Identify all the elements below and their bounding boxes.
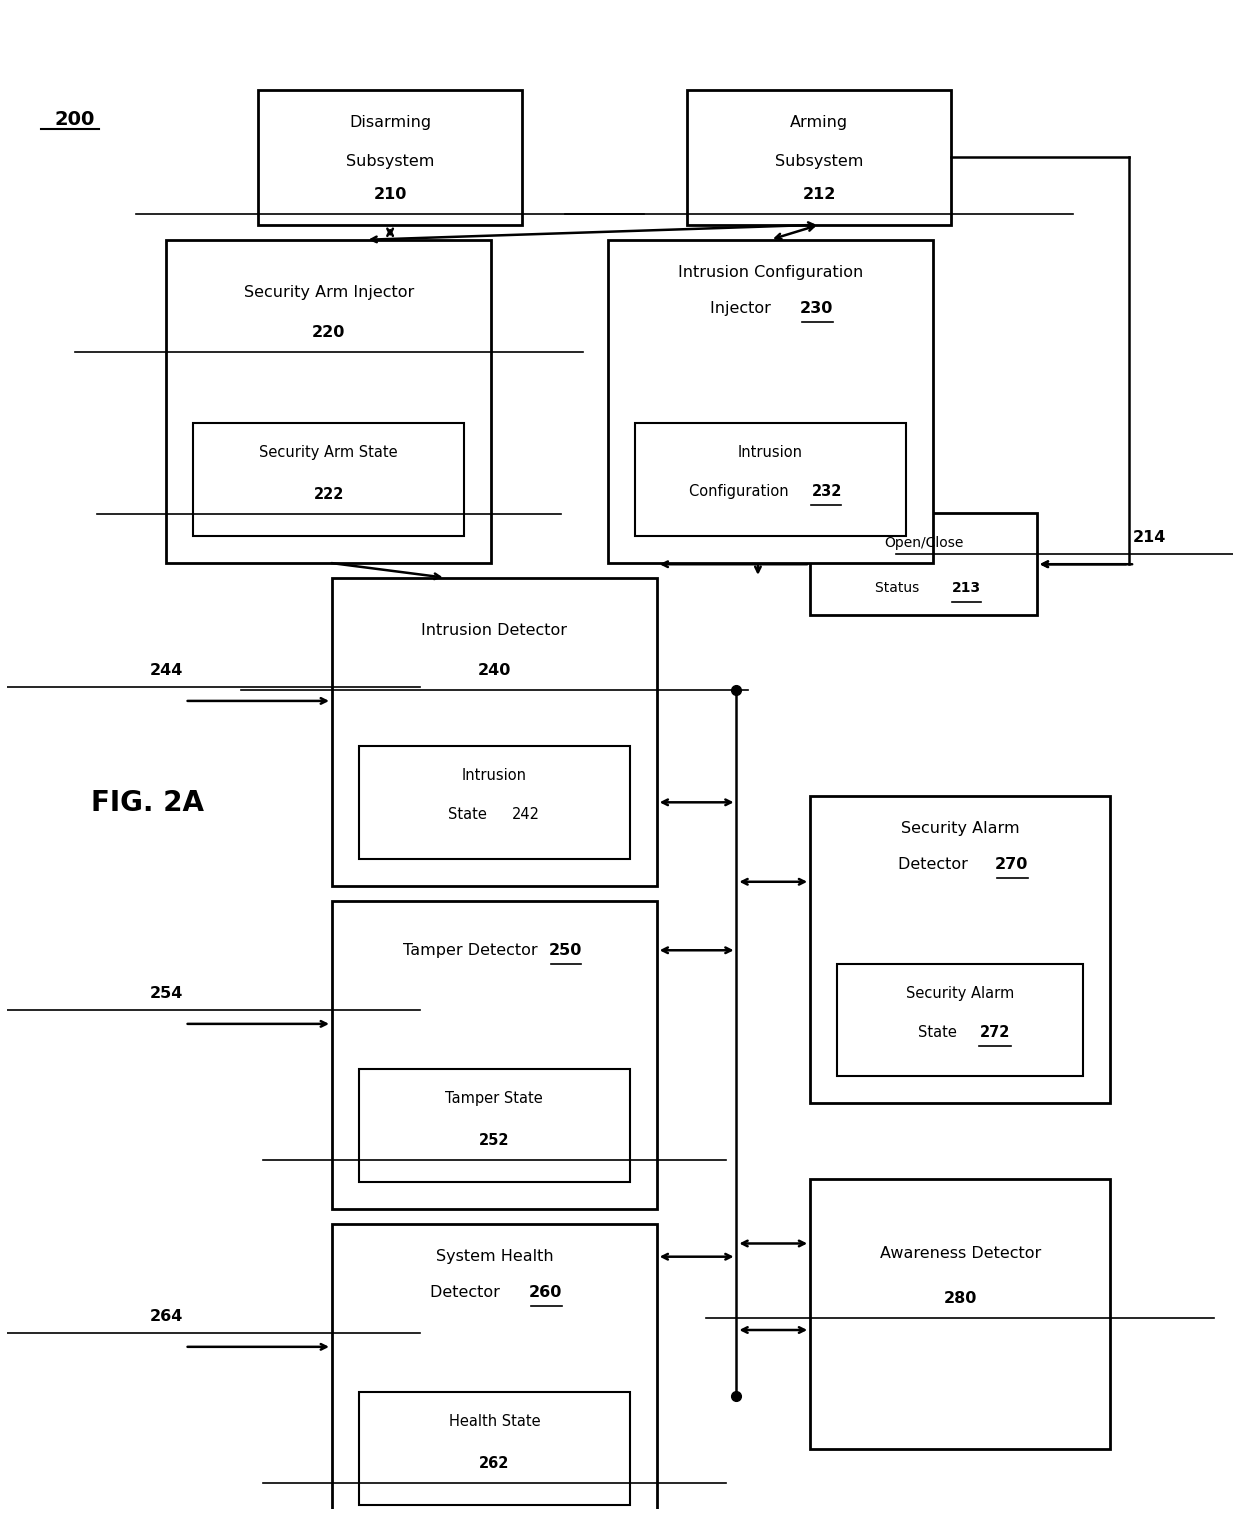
Text: 240: 240 bbox=[477, 664, 511, 678]
Text: Security Arm State: Security Arm State bbox=[259, 444, 398, 459]
Text: Status: Status bbox=[875, 581, 928, 596]
Text: 272: 272 bbox=[980, 1025, 1009, 1040]
Text: 254: 254 bbox=[150, 987, 184, 1002]
Bar bbox=[810, 1178, 1111, 1449]
Bar bbox=[687, 89, 951, 224]
Text: Configuration: Configuration bbox=[688, 484, 797, 499]
Bar bbox=[332, 578, 657, 885]
Text: 260: 260 bbox=[529, 1286, 563, 1301]
Text: State: State bbox=[448, 807, 496, 822]
Text: Security Arm Injector: Security Arm Injector bbox=[244, 285, 414, 300]
Text: Subsystem: Subsystem bbox=[346, 155, 434, 170]
Text: 222: 222 bbox=[314, 487, 343, 502]
Text: Injector: Injector bbox=[711, 302, 781, 317]
Text: 232: 232 bbox=[811, 484, 842, 499]
Bar bbox=[635, 423, 905, 535]
Text: 212: 212 bbox=[802, 186, 836, 202]
Text: Intrusion: Intrusion bbox=[461, 767, 527, 782]
Text: Intrusion Detector: Intrusion Detector bbox=[422, 623, 568, 638]
Bar bbox=[332, 1223, 657, 1516]
Text: Intrusion: Intrusion bbox=[738, 444, 802, 459]
Bar bbox=[193, 423, 464, 535]
Text: Detector: Detector bbox=[898, 857, 978, 872]
Text: Security Alarm: Security Alarm bbox=[901, 822, 1019, 837]
Text: 270: 270 bbox=[994, 857, 1028, 872]
Text: 242: 242 bbox=[512, 807, 541, 822]
Bar bbox=[358, 746, 630, 858]
Bar bbox=[810, 512, 1037, 615]
Text: Security Alarm: Security Alarm bbox=[906, 985, 1014, 1001]
Text: 230: 230 bbox=[800, 302, 833, 317]
Bar bbox=[608, 240, 932, 562]
Text: System Health: System Health bbox=[435, 1249, 553, 1264]
Bar bbox=[166, 240, 491, 562]
Text: Intrusion Configuration: Intrusion Configuration bbox=[677, 265, 863, 280]
Text: Tamper Detector: Tamper Detector bbox=[403, 943, 548, 958]
Text: 213: 213 bbox=[952, 581, 981, 596]
Text: 264: 264 bbox=[150, 1310, 184, 1325]
Text: Disarming: Disarming bbox=[348, 115, 432, 130]
Text: Detector: Detector bbox=[430, 1286, 510, 1301]
Text: 200: 200 bbox=[55, 111, 94, 129]
Text: 262: 262 bbox=[479, 1455, 510, 1471]
Text: 214: 214 bbox=[1133, 529, 1167, 544]
Text: Awareness Detector: Awareness Detector bbox=[879, 1246, 1040, 1261]
Text: FIG. 2A: FIG. 2A bbox=[92, 788, 205, 817]
Bar bbox=[810, 796, 1111, 1104]
Text: Subsystem: Subsystem bbox=[775, 155, 863, 170]
Text: 244: 244 bbox=[150, 664, 184, 678]
Text: State: State bbox=[918, 1025, 966, 1040]
Text: 280: 280 bbox=[944, 1292, 977, 1307]
Bar bbox=[358, 1069, 630, 1181]
Bar bbox=[358, 1392, 630, 1504]
Bar bbox=[332, 901, 657, 1208]
Text: Open/Close: Open/Close bbox=[884, 537, 963, 550]
Bar bbox=[837, 964, 1084, 1076]
Text: Health State: Health State bbox=[449, 1414, 541, 1428]
Text: Tamper State: Tamper State bbox=[445, 1090, 543, 1105]
Text: Arming: Arming bbox=[790, 115, 848, 130]
Text: 250: 250 bbox=[549, 943, 582, 958]
Text: 252: 252 bbox=[479, 1132, 510, 1148]
Text: 210: 210 bbox=[373, 186, 407, 202]
Bar bbox=[258, 89, 522, 224]
Text: 220: 220 bbox=[312, 326, 346, 341]
